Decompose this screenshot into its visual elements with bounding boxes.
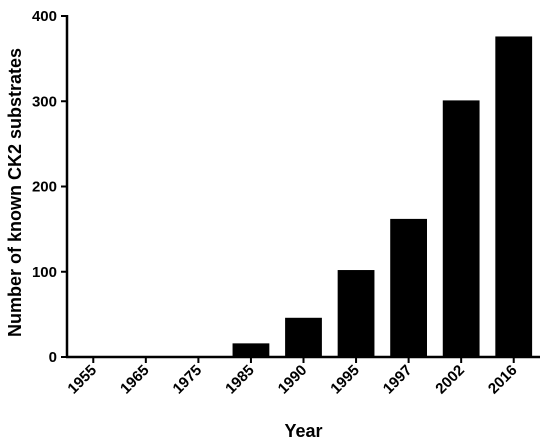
x-tick-label: 2002 bbox=[432, 362, 468, 398]
y-axis-title: Number of known CK2 substrates bbox=[5, 48, 25, 337]
x-tick-label: 2016 bbox=[485, 362, 521, 398]
y-tick-label: 200 bbox=[32, 179, 57, 196]
bar-1985 bbox=[232, 343, 270, 357]
y-axis-ticks: 0 100 200 300 400 bbox=[32, 8, 67, 366]
y-tick-label: 400 bbox=[32, 8, 57, 25]
bar-2016 bbox=[495, 36, 533, 358]
y-tick-label: 100 bbox=[32, 264, 57, 281]
x-tick-label: 1955 bbox=[64, 362, 100, 398]
bar-1997 bbox=[390, 218, 428, 357]
x-axis-title: Year bbox=[284, 421, 322, 441]
x-axis-ticks: 1955 1965 1975 1985 1990 1995 1997 2002 2016 bbox=[64, 357, 521, 398]
bar-1995 bbox=[337, 270, 375, 357]
bar-1990 bbox=[285, 317, 322, 357]
x-tick-label: 1975 bbox=[170, 362, 206, 398]
y-tick-label: 300 bbox=[32, 93, 57, 110]
x-tick-label: 1990 bbox=[275, 362, 311, 398]
x-tick-label: 1965 bbox=[117, 362, 153, 398]
x-tick-label: 1997 bbox=[380, 362, 416, 398]
y-tick-label: 0 bbox=[49, 349, 57, 366]
x-tick-label: 1995 bbox=[327, 362, 363, 398]
bars bbox=[232, 36, 533, 358]
bar-2002 bbox=[442, 100, 480, 358]
x-tick-label: 1985 bbox=[222, 362, 258, 398]
